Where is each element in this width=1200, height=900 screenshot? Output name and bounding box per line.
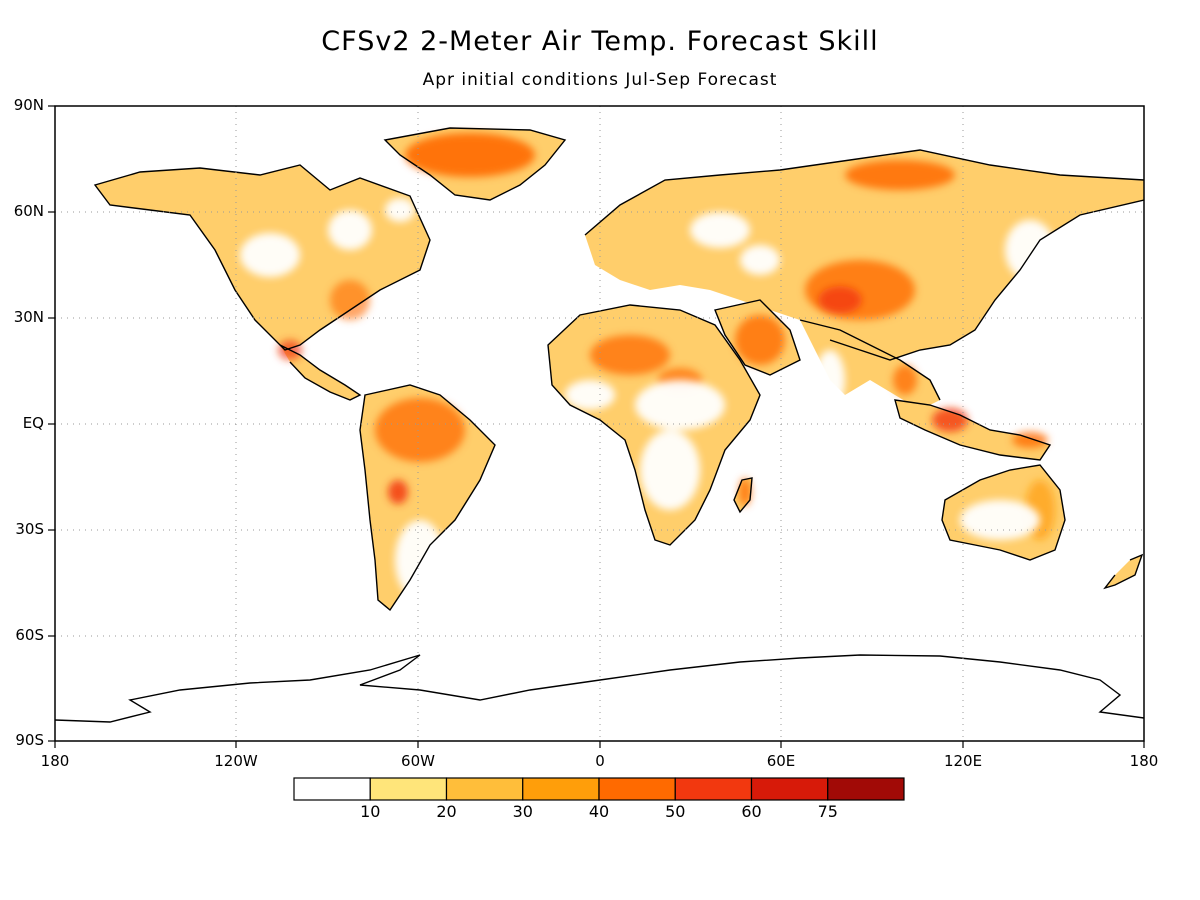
lon-label-60w: 60W: [401, 752, 435, 770]
lat-label-60s: 60S: [15, 626, 44, 644]
colorbar-segment: [674, 777, 753, 801]
lon-label-60e: 60E: [766, 752, 796, 770]
lat-label-90s: 90S: [15, 731, 44, 749]
colorbar-segment: [293, 777, 371, 801]
lon-label-120e: 120E: [943, 752, 983, 770]
colorbar-segment: [750, 777, 829, 801]
lon-label-120w: 120W: [214, 752, 258, 770]
colorbar-segment: [598, 777, 676, 801]
colorbar-segment: [522, 777, 600, 801]
lon-label-180w: 180: [40, 752, 70, 770]
lat-label-30s: 30S: [15, 520, 44, 538]
lat-label-30n: 30N: [13, 308, 44, 326]
colorbar-segment: [827, 777, 905, 801]
colorbar-tick-label: 40: [588, 802, 610, 821]
colorbar-tick-label: 10: [360, 802, 381, 821]
lon-label-0: 0: [595, 752, 605, 770]
map-title: CFSv2 2-Meter Air Temp. Forecast Skill: [321, 26, 879, 57]
skill-shading-low: [240, 198, 1055, 600]
colorbar-segment: [369, 777, 448, 801]
lat-label-90n: 90N: [13, 96, 44, 114]
map-plot-area: [55, 106, 1144, 741]
map-subtitle: Apr initial conditions Jul-Sep Forecast: [422, 70, 778, 90]
colorbar-tick-label: 60: [741, 802, 762, 821]
lon-label-180e: 180: [1129, 752, 1159, 770]
colorbar-segment: [445, 777, 524, 801]
colorbar-tick-label: 30: [512, 802, 533, 821]
lat-label-eq: EQ: [22, 414, 44, 432]
colorbar: [293, 777, 905, 801]
axis-ticks: [48, 105, 1145, 748]
coastlines: [55, 127, 1144, 723]
colorbar-tick-label: 20: [436, 802, 457, 821]
lat-label-60n: 60N: [13, 202, 44, 220]
colorbar-tick-label: 75: [817, 802, 838, 821]
colorbar-tick-label: 50: [665, 802, 686, 821]
